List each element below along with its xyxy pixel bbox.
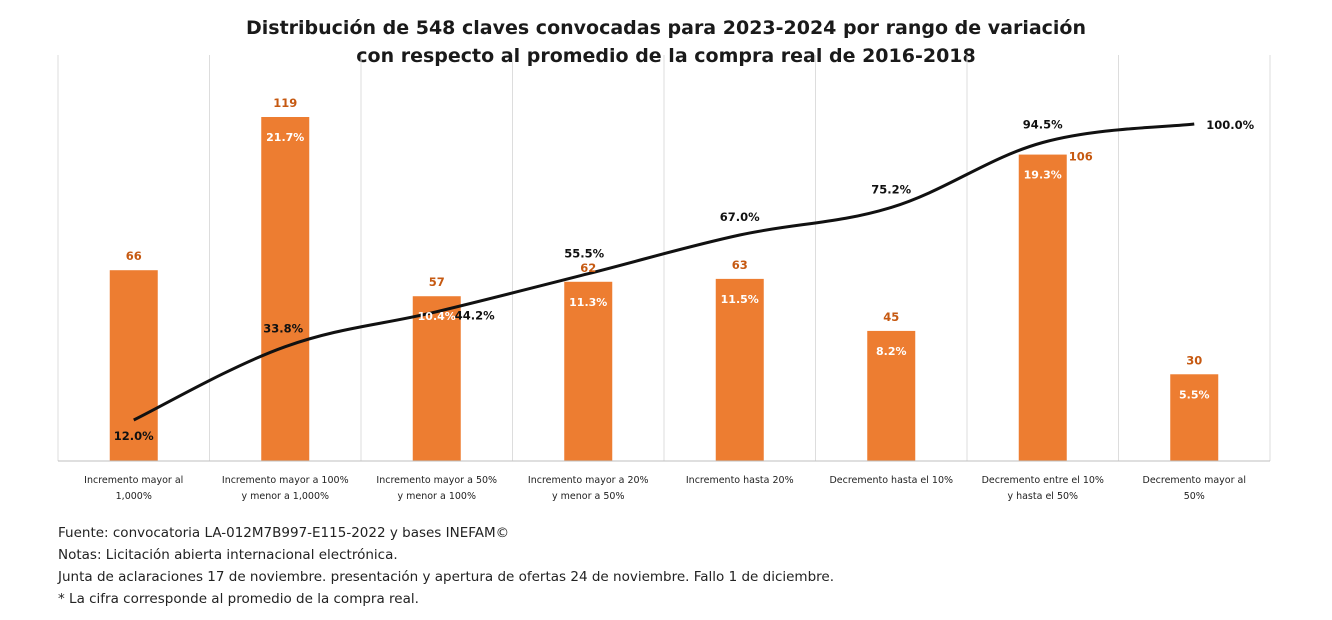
dates-note: Junta de aclaraciones 17 de noviembre. p… — [58, 569, 834, 585]
grid-lines — [57, 55, 1271, 461]
x-axis: Incremento mayor al 1,000% Incremento mayo… — [58, 460, 1270, 502]
data-labels: 66 119 21.7% 57 10.4% 62 11.3% 63 11.5% 45 8.2% 106… — [114, 96, 1255, 443]
category-label: y menor a 50% — [552, 491, 624, 502]
cumulative-line-series — [133, 122, 1195, 422]
bar — [1170, 374, 1219, 461]
bar — [715, 278, 764, 461]
category-label: 1,000% — [116, 491, 152, 502]
category-label: y hasta el 50% — [1007, 491, 1078, 502]
chart-title-line-2: con respecto al promedio de la compra re… — [356, 45, 976, 67]
count-label: 66 — [126, 249, 142, 263]
count-label: 62 — [580, 261, 596, 275]
cumulative-label: 12.0% — [114, 429, 154, 443]
count-label: 63 — [732, 258, 748, 272]
cumulative-line — [133, 122, 1195, 422]
count-label: 30 — [1186, 353, 1202, 367]
notes-note: Notas: Licitación abierta internacional … — [58, 547, 398, 563]
count-label: 45 — [883, 310, 899, 324]
category-label: Decremento mayor al — [1143, 475, 1247, 486]
category-label: y menor a 1,000% — [241, 491, 329, 502]
percent-label: 8.2% — [876, 345, 907, 358]
cumulative-label: 44.2% — [455, 309, 495, 323]
cumulative-label: 33.8% — [263, 322, 303, 336]
category-label: Decremento hasta el 10% — [829, 475, 953, 486]
category-label: 50% — [1184, 491, 1205, 502]
bar — [412, 296, 461, 461]
cumulative-label: 75.2% — [871, 182, 911, 196]
count-label: 57 — [429, 275, 445, 289]
category-label: Decremento entre el 10% — [982, 475, 1104, 486]
category-label: Incremento mayor a 50% — [376, 475, 497, 486]
percent-label: 11.3% — [569, 296, 607, 309]
percent-label: 21.7% — [266, 131, 304, 144]
cumulative-label: 55.5% — [564, 247, 604, 261]
percent-label: 5.5% — [1179, 388, 1210, 401]
category-label: Incremento mayor a 100% — [222, 475, 349, 486]
cumulative-label: 67.0% — [720, 210, 760, 224]
bar — [1018, 154, 1067, 461]
chart-title-line-1: Distribución de 548 claves convocadas pa… — [245, 17, 1087, 39]
bar — [867, 330, 916, 461]
category-label: Incremento mayor a 20% — [528, 475, 649, 486]
category-label: Incremento hasta 20% — [686, 475, 794, 486]
notes-block: Fuente: convocatoria LA-012M7B997-E115-2… — [58, 522, 834, 610]
category-label: Incremento mayor al — [84, 475, 183, 486]
percent-label: 10.4% — [418, 310, 456, 323]
category-label: y menor a 100% — [397, 491, 476, 502]
percent-label: 11.5% — [721, 293, 759, 306]
percent-label: 19.3% — [1024, 169, 1062, 182]
chart-plot: 66 119 21.7% 57 10.4% 62 11.3% 63 11.5% 45 8.2% 106… — [57, 55, 1271, 502]
count-label: 119 — [273, 96, 297, 110]
source-note: Fuente: convocatoria LA-012M7B997-E115-2… — [58, 525, 510, 541]
bar — [109, 270, 158, 461]
count-label: 106 — [1069, 150, 1093, 164]
footnote: * La cifra corresponde al promedio de la… — [58, 591, 419, 607]
bar-series — [109, 117, 1219, 461]
chart-title: Distribución de 548 claves convocadas pa… — [0, 14, 1332, 70]
cumulative-label: 100.0% — [1206, 118, 1254, 132]
bar — [261, 117, 310, 461]
bar — [564, 281, 613, 461]
cumulative-label: 94.5% — [1023, 118, 1063, 132]
